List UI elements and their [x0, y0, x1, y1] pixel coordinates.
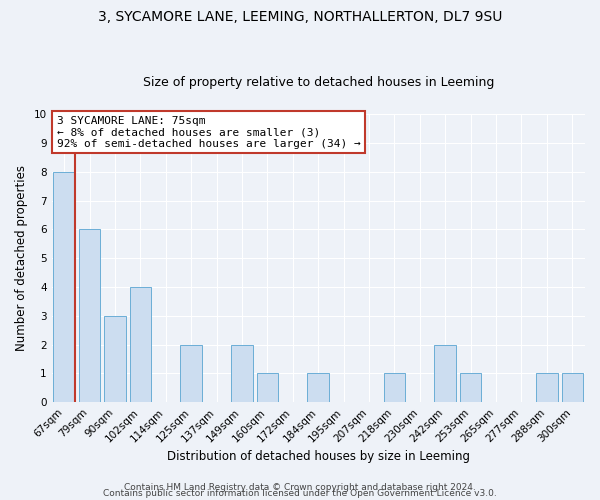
- Bar: [307, 374, 329, 402]
- Title: Size of property relative to detached houses in Leeming: Size of property relative to detached ho…: [143, 76, 494, 90]
- Text: Contains HM Land Registry data © Crown copyright and database right 2024.: Contains HM Land Registry data © Crown c…: [124, 484, 476, 492]
- Bar: [383, 374, 405, 402]
- Bar: [257, 374, 278, 402]
- Bar: [231, 344, 253, 402]
- Text: 3, SYCAMORE LANE, LEEMING, NORTHALLERTON, DL7 9SU: 3, SYCAMORE LANE, LEEMING, NORTHALLERTON…: [98, 10, 502, 24]
- Bar: [562, 374, 583, 402]
- Text: 3 SYCAMORE LANE: 75sqm
← 8% of detached houses are smaller (3)
92% of semi-detac: 3 SYCAMORE LANE: 75sqm ← 8% of detached …: [57, 116, 361, 149]
- Bar: [130, 287, 151, 402]
- Y-axis label: Number of detached properties: Number of detached properties: [15, 166, 28, 352]
- X-axis label: Distribution of detached houses by size in Leeming: Distribution of detached houses by size …: [167, 450, 470, 462]
- Bar: [79, 230, 100, 402]
- Bar: [53, 172, 75, 402]
- Bar: [536, 374, 557, 402]
- Bar: [460, 374, 481, 402]
- Bar: [181, 344, 202, 402]
- Bar: [434, 344, 456, 402]
- Text: Contains public sector information licensed under the Open Government Licence v3: Contains public sector information licen…: [103, 490, 497, 498]
- Bar: [104, 316, 126, 402]
